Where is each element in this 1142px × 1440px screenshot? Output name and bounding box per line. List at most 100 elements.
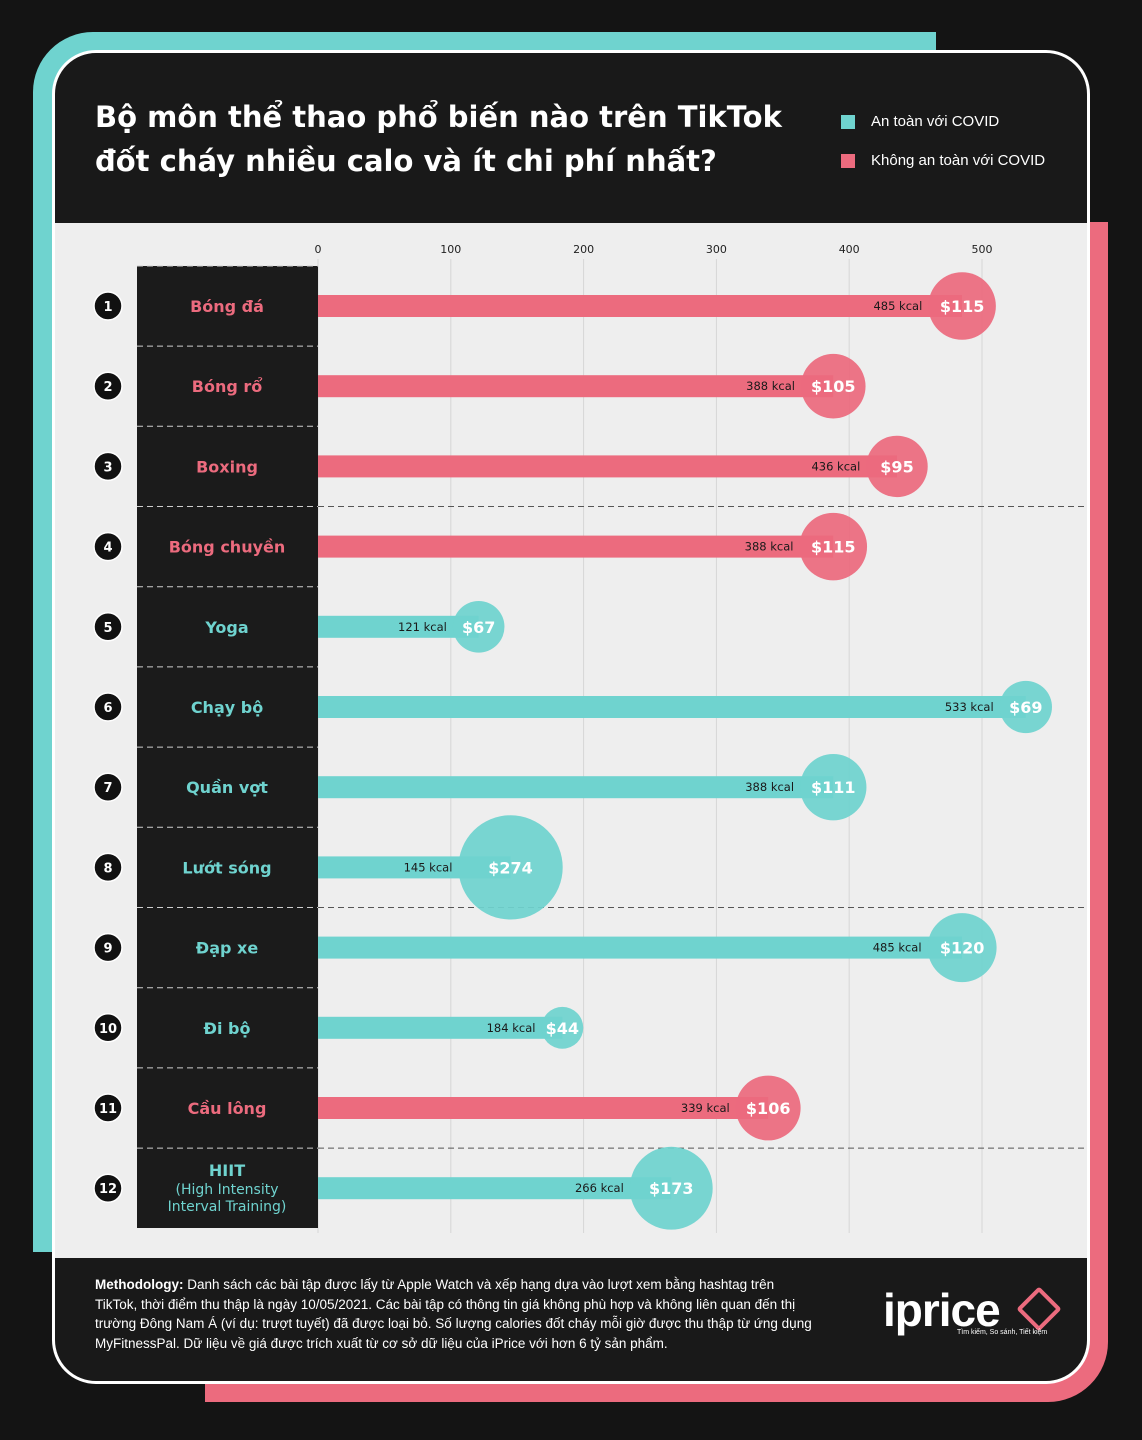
price-tag-icon — [1016, 1286, 1062, 1332]
x-tick-label-400: 400 — [839, 243, 860, 256]
legend-label-unsafe: Không an toàn với COVID — [871, 152, 1046, 169]
price-label: $111 — [811, 778, 856, 797]
rank-badge — [93, 612, 123, 642]
rank-badge — [93, 852, 123, 883]
kcal-label: 388 kcal — [746, 379, 795, 393]
rank-number: 9 — [103, 942, 112, 957]
kcal-label: 533 kcal — [945, 700, 994, 714]
rank-number: 6 — [103, 701, 112, 716]
price-label: $67 — [462, 618, 495, 637]
sport-name: Bóng chuyền — [169, 538, 286, 557]
sport-name: Boxing — [196, 457, 258, 476]
kcal-bar — [318, 615, 479, 638]
rank-number: 5 — [103, 621, 112, 636]
legend-label-safe: An toàn với COVID — [871, 113, 1000, 130]
sport-name: Đi bộ — [204, 1019, 251, 1038]
price-label: $115 — [811, 538, 856, 557]
rank-badge — [93, 932, 123, 963]
kcal-label: 485 kcal — [873, 299, 922, 313]
sport-name: Yoga — [204, 618, 248, 637]
rank-number: 12 — [99, 1182, 117, 1197]
x-tick-label-500: 500 — [972, 243, 993, 256]
iprice-logo: iprice — [883, 1284, 1001, 1336]
price-bubble — [927, 913, 997, 983]
rank-badge — [93, 1093, 123, 1123]
infographic-card: Bộ môn thể thao phổ biến nào trên TikTok… — [52, 50, 1090, 1384]
rank-number: 1 — [103, 300, 112, 315]
kcal-label: 266 kcal — [575, 1181, 624, 1195]
kcal-label: 145 kcal — [404, 860, 453, 874]
methodology-label: Methodology: — [95, 1277, 184, 1292]
rank-number: 8 — [103, 861, 112, 876]
sport-name: Lướt sóng — [182, 858, 271, 877]
kcal-label: 339 kcal — [681, 1101, 730, 1115]
price-label: $120 — [940, 939, 985, 958]
rank-badge — [93, 692, 123, 722]
price-label: $115 — [940, 297, 985, 316]
price-bubble — [928, 272, 996, 340]
kcal-bar — [318, 535, 834, 558]
sport-name: Đạp xe — [196, 939, 259, 958]
sport-name: Chạy bộ — [191, 698, 263, 717]
rank-badge — [93, 531, 123, 562]
price-label: $95 — [880, 457, 913, 476]
price-label: $274 — [488, 858, 533, 877]
rank-badge — [93, 1013, 123, 1043]
rank-number: 11 — [99, 1102, 117, 1117]
price-bubble — [458, 815, 563, 920]
rank-number: 3 — [103, 460, 112, 475]
kcal-label: 121 kcal — [398, 620, 447, 634]
x-tick-label-100: 100 — [440, 243, 461, 256]
kcal-label: 436 kcal — [811, 459, 860, 473]
price-bubble — [735, 1075, 801, 1141]
title-line-2: đốt cháy nhiều calo và ít chi phí nhất? — [95, 144, 717, 178]
kcal-bar — [318, 1097, 769, 1119]
rank-badge — [93, 371, 123, 401]
price-bubble — [999, 680, 1052, 734]
kcal-label: 184 kcal — [487, 1021, 536, 1035]
rank-number: 4 — [103, 541, 112, 556]
chart-title: Bộ môn thể thao phổ biến nào trên TikTok… — [95, 95, 795, 183]
rank-badge — [93, 772, 123, 802]
legend-item-unsafe: Không an toàn với COVID — [841, 152, 1045, 169]
rank-badge — [93, 1173, 123, 1203]
kcal-bar — [318, 936, 963, 959]
price-label: $44 — [546, 1019, 579, 1038]
logo-tagline: Tìm kiếm, So sánh, Tiết kiệm — [957, 1329, 1048, 1336]
kcal-bar — [318, 696, 1026, 718]
price-label: $106 — [746, 1099, 791, 1118]
kcal-bar — [318, 776, 834, 799]
methodology-note: Methodology: Danh sách các bài tập được … — [95, 1275, 815, 1353]
x-tick-label-300: 300 — [706, 243, 727, 256]
sport-name: Bóng rổ — [192, 377, 262, 396]
price-bubble — [866, 435, 928, 498]
price-bubble — [799, 512, 868, 581]
rank-number: 2 — [103, 380, 112, 395]
kcal-bar — [318, 375, 834, 398]
price-label: $69 — [1009, 698, 1042, 717]
kcal-bar — [318, 1177, 672, 1200]
kcal-bar — [318, 1016, 563, 1039]
rank-number: 10 — [99, 1022, 117, 1037]
methodology-text: Danh sách các bài tập được lấy từ Apple … — [95, 1277, 812, 1351]
price-label: $105 — [811, 377, 856, 396]
rank-number: 7 — [103, 781, 112, 796]
sport-name: HIIT — [209, 1161, 245, 1180]
legend-swatch-safe — [841, 114, 855, 129]
sport-name-detail: (High Intensity — [175, 1182, 278, 1198]
kcal-label: 388 kcal — [745, 540, 794, 554]
x-tick-label-0: 0 — [315, 243, 322, 256]
sport-name: Quần vợt — [186, 778, 268, 797]
kcal-label: 485 kcal — [873, 941, 922, 955]
price-bubble — [452, 601, 505, 653]
kcal-bar — [318, 295, 963, 317]
sport-name-detail: Interval Training) — [168, 1199, 287, 1215]
price-bubble — [800, 754, 867, 821]
kcal-label: 388 kcal — [745, 780, 794, 794]
title-line-1: Bộ môn thể thao phổ biến nào trên TikTok — [95, 100, 782, 134]
x-tick-label-200: 200 — [573, 243, 594, 256]
legend-item-safe: An toàn với COVID — [841, 113, 999, 130]
sport-name: Bóng đá — [190, 297, 264, 316]
legend-swatch-unsafe — [841, 153, 855, 168]
price-bubble — [629, 1146, 713, 1230]
